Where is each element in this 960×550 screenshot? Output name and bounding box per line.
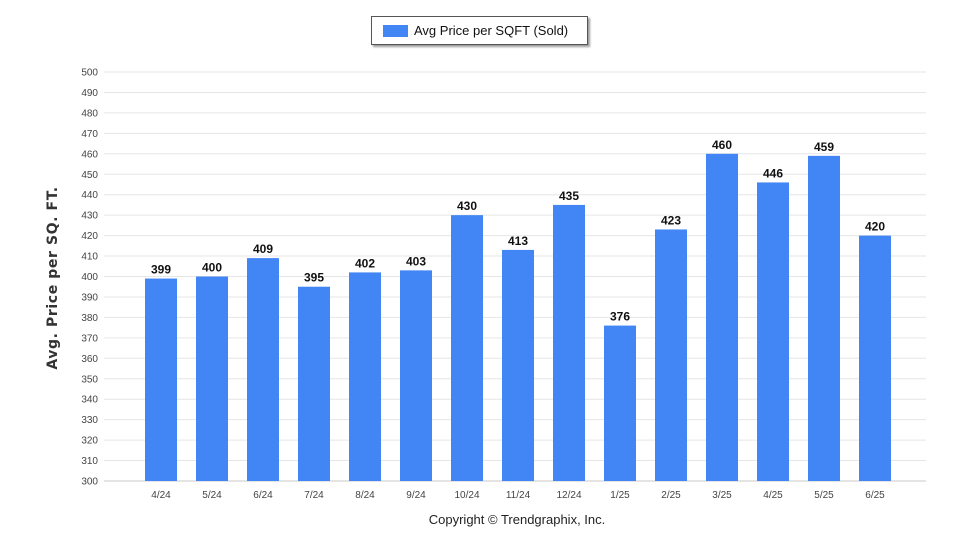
data-label: 403 xyxy=(406,254,426,268)
x-tick-label: 11/24 xyxy=(506,490,531,501)
copyright-footer: Copyright © Trendgraphix, Inc. xyxy=(428,512,606,527)
bar xyxy=(502,249,534,481)
data-label: 395 xyxy=(304,271,324,285)
legend-label: Avg Price per SQFT (Sold) xyxy=(414,23,569,38)
y-tick-label: 300 xyxy=(81,477,98,488)
x-tick-label: 8/24 xyxy=(355,490,375,501)
x-tick-label: 1/25 xyxy=(610,490,630,501)
y-tick-label: 430 xyxy=(81,211,98,222)
x-tick-label: 4/24 xyxy=(151,490,171,501)
y-tick-label: 480 xyxy=(81,108,98,119)
x-tick-label: 5/24 xyxy=(202,490,222,501)
data-label: 460 xyxy=(712,138,732,152)
y-tick-label: 380 xyxy=(81,313,98,324)
y-tick-label: 440 xyxy=(81,190,98,201)
bar xyxy=(706,153,738,482)
y-tick-label: 420 xyxy=(81,231,98,242)
y-tick-label: 460 xyxy=(81,149,98,160)
bar xyxy=(859,235,891,481)
y-tick-label: 340 xyxy=(81,395,98,406)
bar xyxy=(553,204,585,482)
data-label: 459 xyxy=(814,140,834,154)
bar xyxy=(655,229,687,481)
y-tick-label: 360 xyxy=(81,354,98,365)
y-tick-label: 490 xyxy=(81,88,98,99)
y-tick-label: 400 xyxy=(81,272,98,283)
x-tick-label: 7/24 xyxy=(304,490,324,501)
bar xyxy=(757,182,789,481)
x-axis-ticks: 4/24 5/24 6/24 7/24 8/24 9/24 10/24 11/24 12/24 1… xyxy=(151,490,885,501)
y-axis-label: Avg. Price per SQ. FT. xyxy=(45,186,61,370)
bar xyxy=(196,276,228,481)
data-label: 413 xyxy=(508,234,528,248)
data-label: 409 xyxy=(253,242,273,256)
y-tick-label: 350 xyxy=(81,374,98,385)
x-tick-label: 6/25 xyxy=(865,490,885,501)
legend: Avg Price per SQFT (Sold) xyxy=(371,16,588,45)
bar xyxy=(145,278,177,481)
data-label: 376 xyxy=(610,310,630,324)
data-label: 420 xyxy=(865,220,885,234)
data-label: 423 xyxy=(661,213,681,227)
data-label: 435 xyxy=(559,189,579,203)
bar xyxy=(349,272,381,481)
x-tick-label: 5/25 xyxy=(814,490,834,501)
y-tick-label: 320 xyxy=(81,436,98,447)
x-tick-label: 12/24 xyxy=(556,490,581,501)
y-tick-label: 470 xyxy=(81,129,98,140)
y-axis-ticks: 300 310 320 330 340 350 360 370 380 390 400 410 420 4… xyxy=(81,68,98,488)
x-tick-label: 9/24 xyxy=(406,490,426,501)
bar xyxy=(247,258,279,481)
data-labels: 399 400 409 395 402 403 430 413 435 376 423 460 446 4… xyxy=(151,138,885,324)
bar xyxy=(298,286,330,481)
data-label: 430 xyxy=(457,199,477,213)
data-label: 400 xyxy=(202,261,222,275)
x-tick-label: 4/25 xyxy=(763,490,783,501)
bar xyxy=(400,270,432,481)
x-tick-label: 2/25 xyxy=(661,490,681,501)
bars xyxy=(145,153,891,482)
y-tick-label: 310 xyxy=(81,456,98,467)
y-tick-label: 390 xyxy=(81,292,98,303)
y-tick-label: 370 xyxy=(81,333,98,344)
data-label: 446 xyxy=(763,166,783,180)
legend-swatch xyxy=(383,25,408,37)
y-tick-label: 450 xyxy=(81,170,98,181)
y-tick-label: 500 xyxy=(81,68,98,79)
bar xyxy=(604,325,636,481)
y-tick-label: 330 xyxy=(81,415,98,426)
bar xyxy=(808,155,840,481)
bar xyxy=(451,215,483,481)
data-label: 402 xyxy=(355,256,375,270)
y-tick-label: 410 xyxy=(81,252,98,263)
x-tick-label: 10/24 xyxy=(454,490,479,501)
x-tick-label: 6/24 xyxy=(253,490,273,501)
data-label: 399 xyxy=(151,263,171,277)
x-tick-label: 3/25 xyxy=(712,490,732,501)
